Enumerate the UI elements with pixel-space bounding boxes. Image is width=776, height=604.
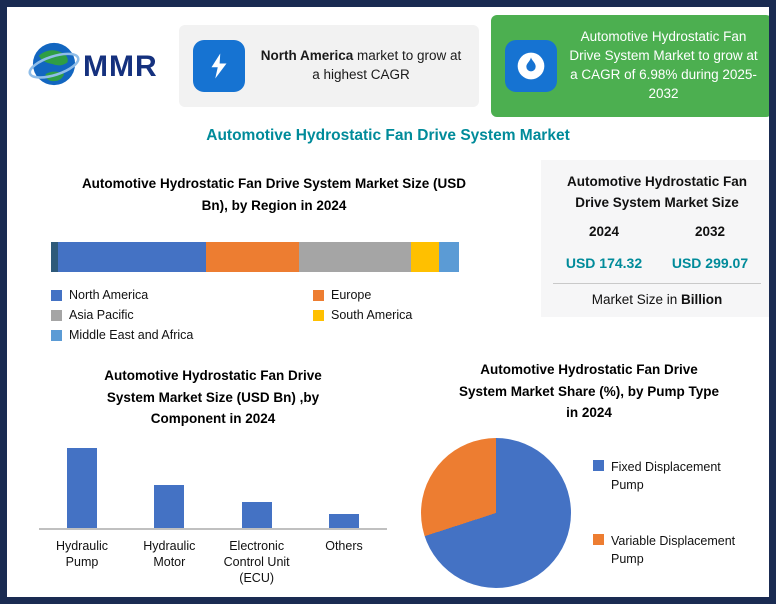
callout-north-america: North America market to grow at a highes…: [179, 25, 479, 107]
value-2032: USD 299.07: [671, 254, 749, 271]
region-chart-block: Automotive Hydrostatic Fan Drive System …: [35, 173, 513, 343]
value-2024: USD 174.32: [565, 254, 643, 271]
region-legend-item: Europe: [313, 288, 513, 303]
component-bar: [328, 513, 359, 528]
callout-cagr-text: Automotive Hydrostatic Fan Drive System …: [569, 29, 758, 101]
callout-north-america-text: North America market to grow at a highes…: [257, 47, 465, 85]
market-size-panel: Automotive Hydrostatic Fan Drive System …: [541, 160, 769, 317]
pump-chart-title: Automotive Hydrostatic Fan Drive System …: [458, 362, 720, 421]
component-bar-label: Hydraulic Pump: [55, 538, 109, 570]
component-bar-label: Others: [325, 538, 363, 553]
callout-north-america-bold: North America: [260, 48, 354, 64]
region-bar-segment: [206, 242, 299, 273]
legend-swatch: [51, 330, 62, 342]
region-legend: North America Europe Asia Pacific South Ame…: [51, 288, 513, 343]
region-legend-item: Middle East and Africa: [51, 328, 313, 343]
divider-line: [553, 282, 761, 284]
region-bar-segment: [298, 242, 411, 273]
callout-north-america-rest: market to grow at a highest CAGR: [312, 48, 462, 82]
legend-label: Fixed Displacement Pump: [611, 459, 721, 492]
market-size-title: Automotive Hydrostatic Fan Drive System …: [566, 174, 748, 210]
component-bar: [241, 501, 272, 528]
year-2032: 2032: [694, 223, 726, 239]
pump-chart-content: Fixed Displacement Pump Variable Displace…: [405, 437, 769, 588]
region-legend-item: Asia Pacific: [51, 308, 313, 323]
bar-3d-edge: [51, 242, 58, 273]
component-bars: [39, 444, 387, 530]
footer-bold: Billion: [681, 291, 723, 307]
pump-pie-chart: [421, 437, 571, 588]
legend-label: North America: [69, 288, 149, 303]
callout-cagr: Automotive Hydrostatic Fan Drive System …: [491, 15, 769, 117]
pump-legend: Fixed Displacement Pump Variable Displace…: [593, 458, 743, 569]
component-chart-title: Automotive Hydrostatic Fan Drive System …: [104, 368, 322, 427]
market-size-years: 2024 2032: [551, 224, 763, 239]
component-bar: [154, 484, 185, 528]
legend-swatch: [313, 290, 324, 302]
year-2024: 2024: [588, 223, 620, 239]
region-bar-segment: [438, 242, 459, 273]
component-bar-label: Hydraulic Motor: [143, 538, 196, 570]
region-legend-item: North America: [51, 288, 313, 303]
legend-label: Middle East and Africa: [69, 328, 194, 343]
component-bar: [67, 447, 97, 528]
globe-icon: [27, 37, 81, 96]
legend-swatch: [313, 310, 324, 322]
region-chart-title: Automotive Hydrostatic Fan Drive System …: [81, 176, 467, 213]
logo-text: MMR: [83, 49, 158, 83]
region-stacked-bar: [51, 242, 459, 273]
pump-chart-block: Automotive Hydrostatic Fan Drive System …: [405, 359, 769, 588]
component-bar-label: Electronic Control Unit (ECU): [223, 538, 290, 586]
pump-legend-item: Variable Displacement Pump: [593, 532, 743, 568]
component-bar-cell: [126, 484, 212, 528]
flame-icon: [505, 40, 557, 92]
legend-swatch: [593, 459, 604, 471]
component-bar-cell: [39, 447, 125, 528]
component-bar-cell: [301, 513, 387, 528]
pump-legend-item: Fixed Displacement Pump: [593, 458, 743, 494]
footer-plain: Market Size in: [591, 291, 682, 307]
legend-swatch: [51, 290, 62, 302]
page-title: Automotive Hydrostatic Fan Drive System …: [206, 127, 570, 144]
market-size-footer: Market Size in Billion: [551, 292, 763, 307]
lightning-bolt-icon: [193, 40, 245, 92]
legend-swatch: [593, 534, 604, 546]
legend-label: Asia Pacific: [69, 308, 134, 323]
component-bar-cell: [214, 501, 300, 528]
component-chart-block: Automotive Hydrostatic Fan Drive System …: [29, 365, 397, 587]
legend-label: Europe: [331, 288, 372, 303]
region-legend-item: South America: [313, 308, 513, 323]
legend-label: Variable Displacement Pump: [611, 534, 736, 567]
region-bar-segment: [410, 242, 439, 273]
mmr-logo: MMR: [27, 37, 158, 96]
legend-swatch: [51, 310, 62, 322]
region-bar-segment: [57, 242, 207, 273]
legend-label: South America: [331, 308, 413, 323]
component-labels: Hydraulic Pump Hydraulic Motor Electronic …: [39, 538, 387, 587]
market-size-values: USD 174.32 USD 299.07: [551, 255, 763, 271]
